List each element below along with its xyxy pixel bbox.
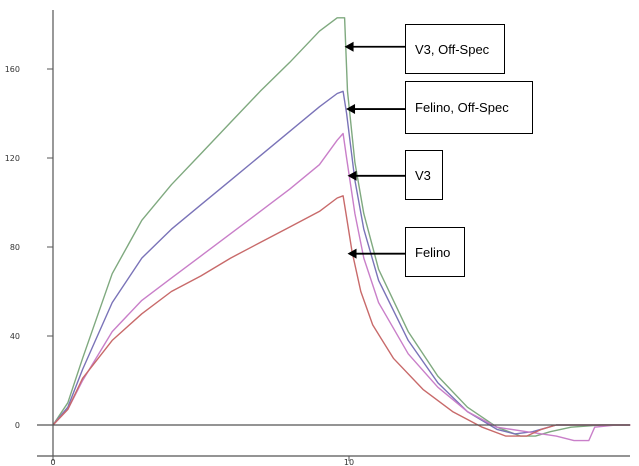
y-tick-label: 160	[5, 65, 20, 74]
series-layer	[52, 17, 631, 442]
y-tick-label: 80	[10, 243, 20, 252]
x-tick-label: 0	[50, 458, 55, 466]
y-tick-label: 0	[15, 421, 20, 430]
y-tick-label: 40	[10, 332, 20, 341]
series-line-1	[52, 90, 631, 435]
callout-box: V3	[405, 150, 443, 200]
callout-box: V3, Off-Spec	[405, 24, 505, 74]
callout-arrow-head	[346, 104, 356, 115]
axis-layer: 0 40 80 120 160 0 10	[5, 10, 630, 466]
y-tick-label: 120	[5, 154, 20, 163]
callout-arrow-head	[347, 248, 357, 259]
callout-arrow-head	[347, 170, 357, 181]
x-tick-label: 10	[344, 458, 354, 466]
arrow-layer	[344, 41, 405, 259]
series-line-3	[52, 195, 631, 437]
series-line-0	[52, 17, 631, 437]
callout-box: Felino, Off-Spec	[405, 81, 533, 134]
callout-arrow-head	[344, 41, 354, 52]
series-line-2	[52, 132, 631, 442]
callout-box: Felino	[405, 227, 465, 277]
